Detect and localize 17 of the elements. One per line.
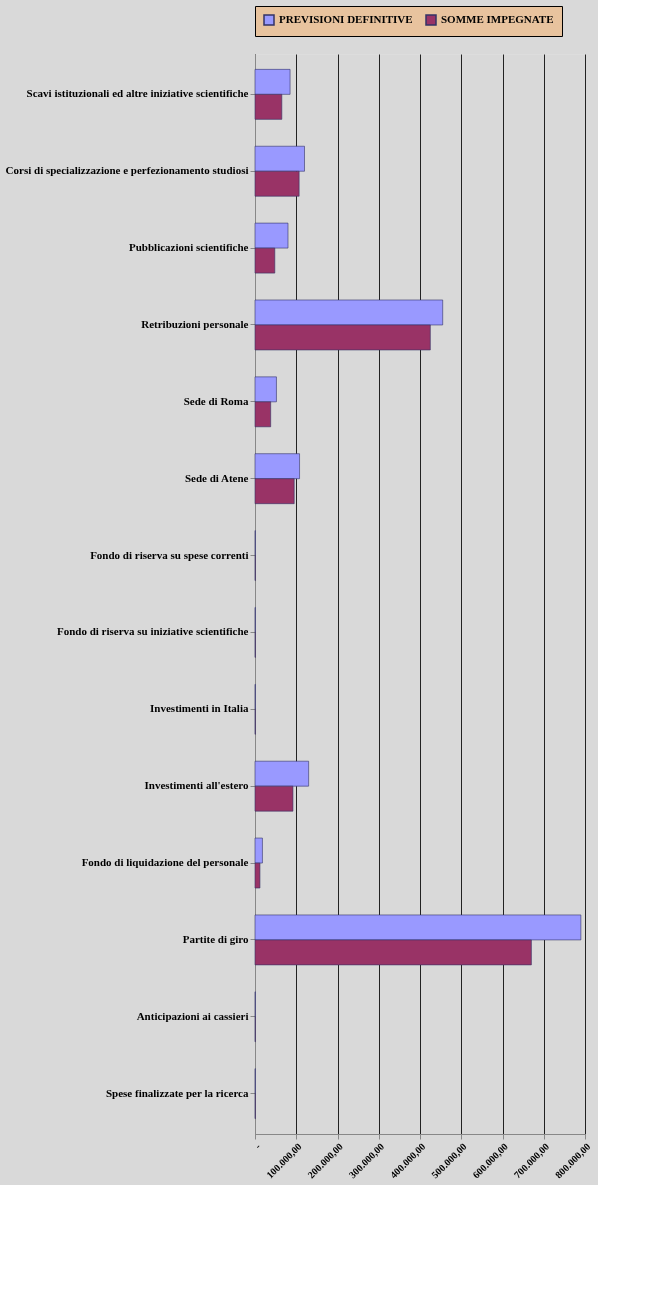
y-tick-label: Fondo di riserva su iniziative scientifiche	[56, 625, 249, 638]
x-tick-label: -	[252, 1140, 263, 1151]
legend-label: SOMME IMPEGNATE	[441, 13, 554, 25]
y-tick-label: Scavi istituzionali ed altre iniziative scientifiche	[26, 87, 249, 100]
y-tick-label: Pubblicazioni scientifiche	[129, 241, 249, 254]
y-tick-label: Spese finalizzate per la ricerca	[105, 1086, 249, 1099]
y-tick-label: Anticipazioni ai cassieri	[136, 1009, 249, 1022]
y-tick-label: Investimenti all'estero	[144, 779, 249, 792]
y-tick-label: Retribuzioni personale	[141, 317, 249, 330]
y-tick-label: Partite di giro	[182, 932, 249, 945]
legend-label: PREVISIONI DEFINITIVE	[279, 13, 413, 25]
y-tick-label: Sede di Roma	[183, 394, 249, 407]
y-tick-label: Sede di Atene	[184, 471, 249, 484]
y-tick-label: Corsi di specializzazione e perfezionamento studiosi	[5, 164, 249, 177]
y-tick-label: Investimenti in Italia	[150, 702, 249, 715]
y-tick-label: Fondo di riserva su spese correnti	[90, 548, 249, 561]
y-tick-label: Fondo di liquidazione del personale	[81, 856, 249, 869]
